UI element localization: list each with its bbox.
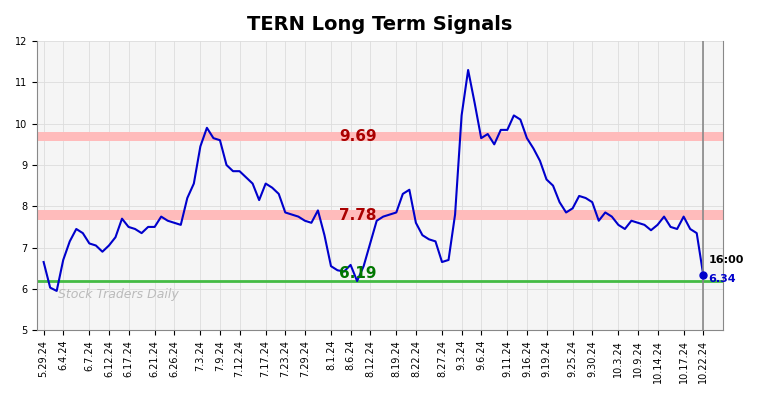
Text: 6.19: 6.19 [339,266,376,281]
Title: TERN Long Term Signals: TERN Long Term Signals [247,15,513,34]
Text: Stock Traders Daily: Stock Traders Daily [58,288,179,301]
Bar [37,132,723,141]
Bar [37,211,723,220]
Text: 6.34: 6.34 [709,274,736,284]
Text: 16:00: 16:00 [709,255,744,265]
Text: 7.78: 7.78 [339,208,376,223]
Text: 9.69: 9.69 [339,129,376,144]
